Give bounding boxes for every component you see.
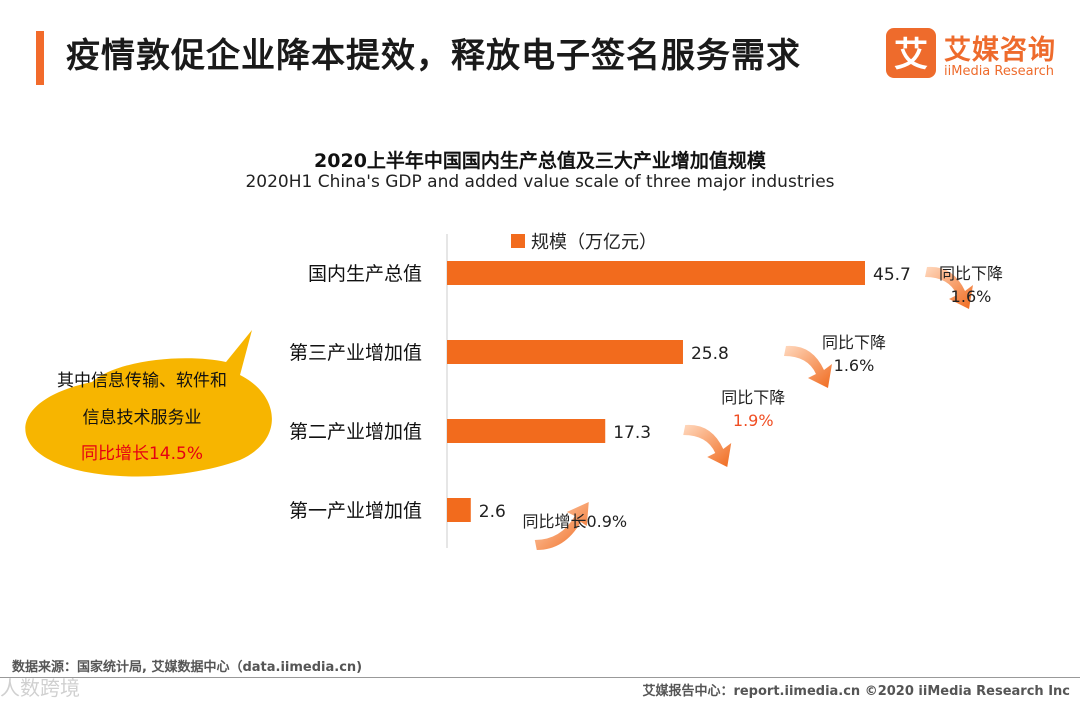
annotation-text: 同比增长0.9% [522,512,627,531]
annotation-text: 同比下降 [721,388,785,407]
arrow-down-icon [683,424,732,467]
logo-icon: 艾 [886,28,936,78]
value-label: 45.7 [873,265,911,285]
callout-bubble: 其中信息传输、软件和 信息技术服务业 同比增长14.5% [25,330,272,477]
value-label: 17.3 [613,423,651,443]
category-label: 第一产业增加值 [289,500,422,522]
data-source: 数据来源：国家统计局, 艾媒数据中心（data.iimedia.cn) [12,660,363,675]
arrow-up-icon [534,502,589,550]
category-label: 第二产业增加值 [289,421,422,443]
callout-line-2: 信息技术服务业 [83,408,202,428]
category-label: 国内生产总值 [308,263,422,285]
callout-shape [25,330,272,477]
logo-name-cn: 艾媒咨询 [944,35,1056,66]
brand-logo: 艾 艾媒咨询 iiMedia Research [886,28,1066,84]
annotation-text: 同比下降 [822,333,886,352]
value-label: 2.6 [479,502,506,522]
chart-title: 2020上半年中国国内生产总值及三大产业增加值规模 [314,150,766,172]
annotation-value: 1.9% [733,411,774,430]
title-accent-bar [36,31,44,85]
bar [447,419,606,443]
legend-label: 规模（万亿元） [531,232,657,253]
callout-line-3: 同比增长14.5% [81,444,203,464]
annotation-value: 1.6% [951,287,992,306]
footer-copyright: 艾媒报告中心：report.iimedia.cn ©2020 iiMedia R… [642,684,1070,699]
legend-swatch [511,234,525,248]
bar [447,498,471,522]
value-label: 25.8 [691,344,729,364]
arrow-down-icon [925,266,973,309]
bar [447,340,683,364]
callout-line-1: 其中信息传输、软件和 [57,371,227,391]
logo-mark-glyph: 艾 [894,35,928,75]
arrow-down-icon [783,345,832,388]
watermark: 人数跨境 [0,676,80,700]
footer-divider [0,677,1080,678]
bar [447,261,865,285]
page-title: 疫情敦促企业降本提效，释放电子签名服务需求 [66,36,801,76]
annotation-value: 1.6% [834,356,875,375]
category-label: 第三产业增加值 [289,342,422,364]
annotation-text: 同比下降 [939,264,1003,283]
logo-name-en: iiMedia Research [944,64,1055,79]
chart-subtitle: 2020H1 China's GDP and added value scale… [245,172,835,192]
